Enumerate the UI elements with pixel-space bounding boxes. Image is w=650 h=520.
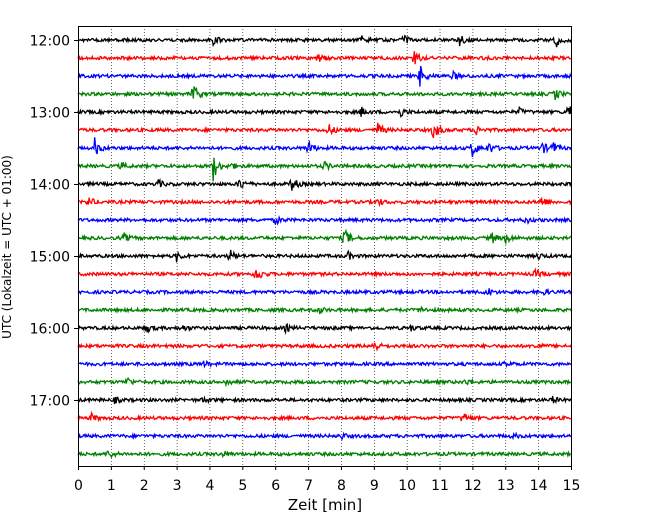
x-axis-label: Zeit [min] bbox=[288, 496, 362, 514]
trace-1515 bbox=[77, 267, 572, 279]
y-tick-label: 16:00 bbox=[30, 322, 70, 338]
x-tick-label: 14 bbox=[530, 478, 548, 494]
trace-1400 bbox=[77, 177, 572, 191]
x-tick-label: 12 bbox=[464, 478, 482, 494]
trace-1545 bbox=[77, 305, 572, 315]
x-tick-label: 6 bbox=[271, 478, 280, 494]
trace-1615 bbox=[77, 342, 572, 352]
trace-1345 bbox=[77, 157, 572, 182]
trace-1715 bbox=[77, 410, 572, 423]
trace-1200 bbox=[77, 34, 572, 48]
x-tick-label: 11 bbox=[431, 478, 449, 494]
x-tick-label: 10 bbox=[398, 478, 416, 494]
x-tick-label: 15 bbox=[563, 478, 581, 494]
y-tick-label: 14:00 bbox=[30, 178, 70, 194]
y-tick-label: 15:00 bbox=[30, 250, 70, 266]
grid-lines bbox=[111, 26, 539, 466]
trace-1700 bbox=[77, 395, 572, 405]
trace-1600 bbox=[77, 322, 572, 336]
trace-1745 bbox=[77, 449, 572, 459]
trace-1245 bbox=[77, 86, 572, 101]
plot-frame bbox=[78, 26, 572, 467]
trace-1630 bbox=[77, 359, 572, 369]
y-tick-label: 17:00 bbox=[30, 394, 70, 410]
y-tick-label: 12:00 bbox=[30, 34, 70, 50]
trace-1330 bbox=[77, 137, 572, 157]
y-axis-label: UTC (Lokalzeit = UTC + 01:00) bbox=[0, 155, 14, 339]
trace-1645 bbox=[77, 377, 572, 388]
x-tick-label: 5 bbox=[238, 478, 247, 494]
x-tick-label: 9 bbox=[370, 478, 379, 494]
trace-1530 bbox=[77, 287, 572, 297]
trace-1215 bbox=[77, 51, 572, 65]
trace-1230 bbox=[77, 65, 572, 87]
x-tick-label: 8 bbox=[337, 478, 346, 494]
x-tick-label: 7 bbox=[304, 478, 313, 494]
x-tick-label: 4 bbox=[206, 478, 215, 494]
x-axis: 0 1 2 3 4 5 6 7 8 9 10 11 12 13 14 15 bbox=[74, 466, 580, 494]
traces bbox=[77, 34, 572, 459]
trace-1300 bbox=[77, 105, 572, 118]
x-tick-label: 0 bbox=[74, 478, 83, 494]
y-axis: 12:00 13:00 14:00 15:00 16:00 17:00 bbox=[30, 34, 78, 410]
trace-1445 bbox=[77, 228, 572, 246]
x-tick-label: 1 bbox=[107, 478, 116, 494]
x-tick-label: 13 bbox=[497, 478, 515, 494]
x-tick-label: 3 bbox=[173, 478, 182, 494]
trace-1730 bbox=[77, 431, 572, 441]
x-tick-label: 2 bbox=[140, 478, 149, 494]
trace-1315 bbox=[77, 122, 572, 139]
trace-1500 bbox=[77, 249, 572, 263]
y-tick-label: 13:00 bbox=[30, 106, 70, 122]
trace-1430 bbox=[77, 214, 572, 226]
trace-1415 bbox=[77, 197, 572, 208]
